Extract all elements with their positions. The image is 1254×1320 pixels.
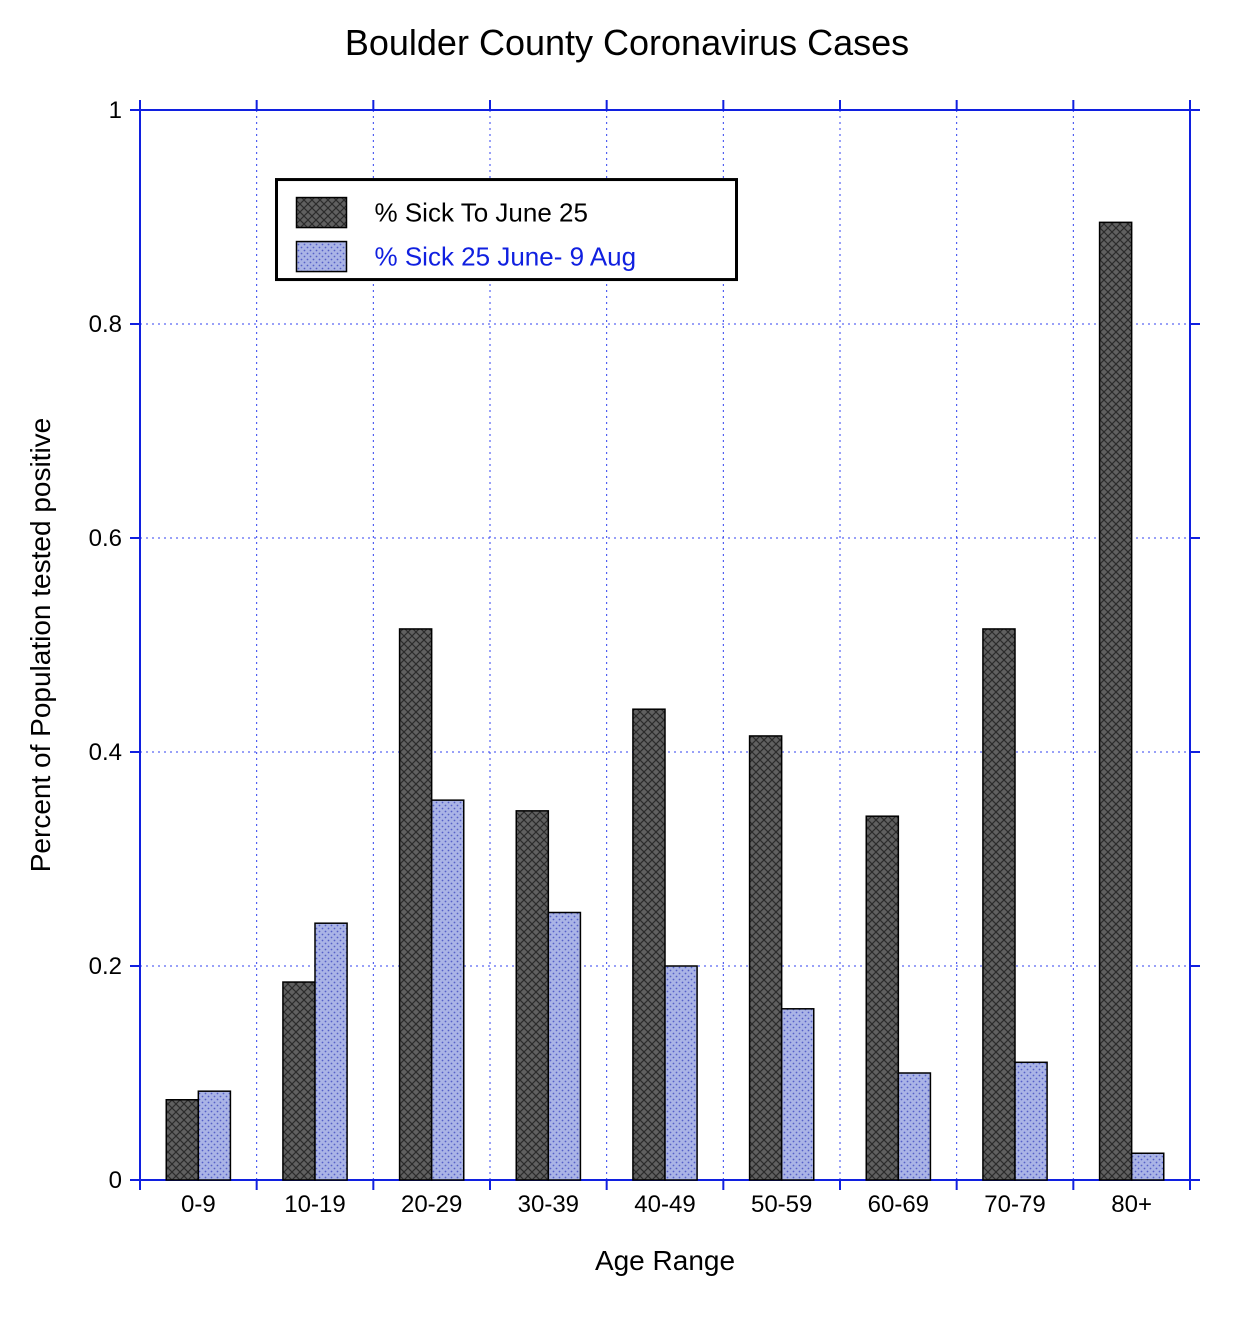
x-tick-label: 20-29 bbox=[401, 1191, 462, 1218]
x-tick-label: 70-79 bbox=[984, 1191, 1045, 1218]
bar bbox=[548, 913, 580, 1181]
x-tick-label: 10-19 bbox=[284, 1191, 345, 1218]
bar bbox=[315, 923, 347, 1180]
bar bbox=[1132, 1153, 1164, 1180]
bar bbox=[166, 1100, 198, 1180]
bar bbox=[283, 982, 315, 1180]
x-tick-label: 40-49 bbox=[634, 1191, 695, 1218]
bar bbox=[516, 811, 548, 1180]
x-tick-label: 30-39 bbox=[518, 1191, 579, 1218]
bar bbox=[1015, 1062, 1047, 1180]
legend: % Sick To June 25 % Sick 25 June- 9 Aug bbox=[277, 180, 737, 280]
bar bbox=[198, 1091, 230, 1180]
bar bbox=[432, 800, 464, 1180]
y-tick-label: 0.8 bbox=[89, 311, 122, 338]
x-tick-label: 0-9 bbox=[181, 1191, 216, 1218]
y-axis-label: Percent of Population tested positive bbox=[25, 418, 56, 873]
y-tick-label: 1 bbox=[109, 97, 122, 124]
chart-title: Boulder County Coronavirus Cases bbox=[345, 22, 909, 63]
y-tick-label: 0.2 bbox=[89, 953, 122, 980]
x-tick-label: 60-69 bbox=[868, 1191, 929, 1218]
x-tick-label: 80+ bbox=[1111, 1191, 1152, 1218]
legend-label: % Sick To June 25 bbox=[375, 198, 588, 228]
bar bbox=[665, 966, 697, 1180]
bar bbox=[983, 629, 1015, 1180]
bar bbox=[400, 629, 432, 1180]
bar bbox=[898, 1073, 930, 1180]
chart-container: 0 0.2 0.4 0.6 0.8 1 0-9 10-19 20-29 30-39 40-49 50-… bbox=[0, 0, 1254, 1320]
legend-label: % Sick 25 June- 9 Aug bbox=[375, 242, 637, 272]
bar bbox=[1100, 222, 1132, 1180]
bar bbox=[866, 816, 898, 1180]
bar bbox=[782, 1009, 814, 1180]
y-tick-label: 0 bbox=[109, 1167, 122, 1194]
bar bbox=[750, 736, 782, 1180]
bar-chart: 0 0.2 0.4 0.6 0.8 1 0-9 10-19 20-29 30-39 40-49 50-… bbox=[0, 0, 1254, 1320]
x-axis-label: Age Range bbox=[595, 1245, 735, 1276]
y-tick-label: 0.6 bbox=[89, 525, 122, 552]
y-tick-label: 0.4 bbox=[89, 739, 122, 766]
x-tick-label: 50-59 bbox=[751, 1191, 812, 1218]
bar bbox=[633, 709, 665, 1180]
